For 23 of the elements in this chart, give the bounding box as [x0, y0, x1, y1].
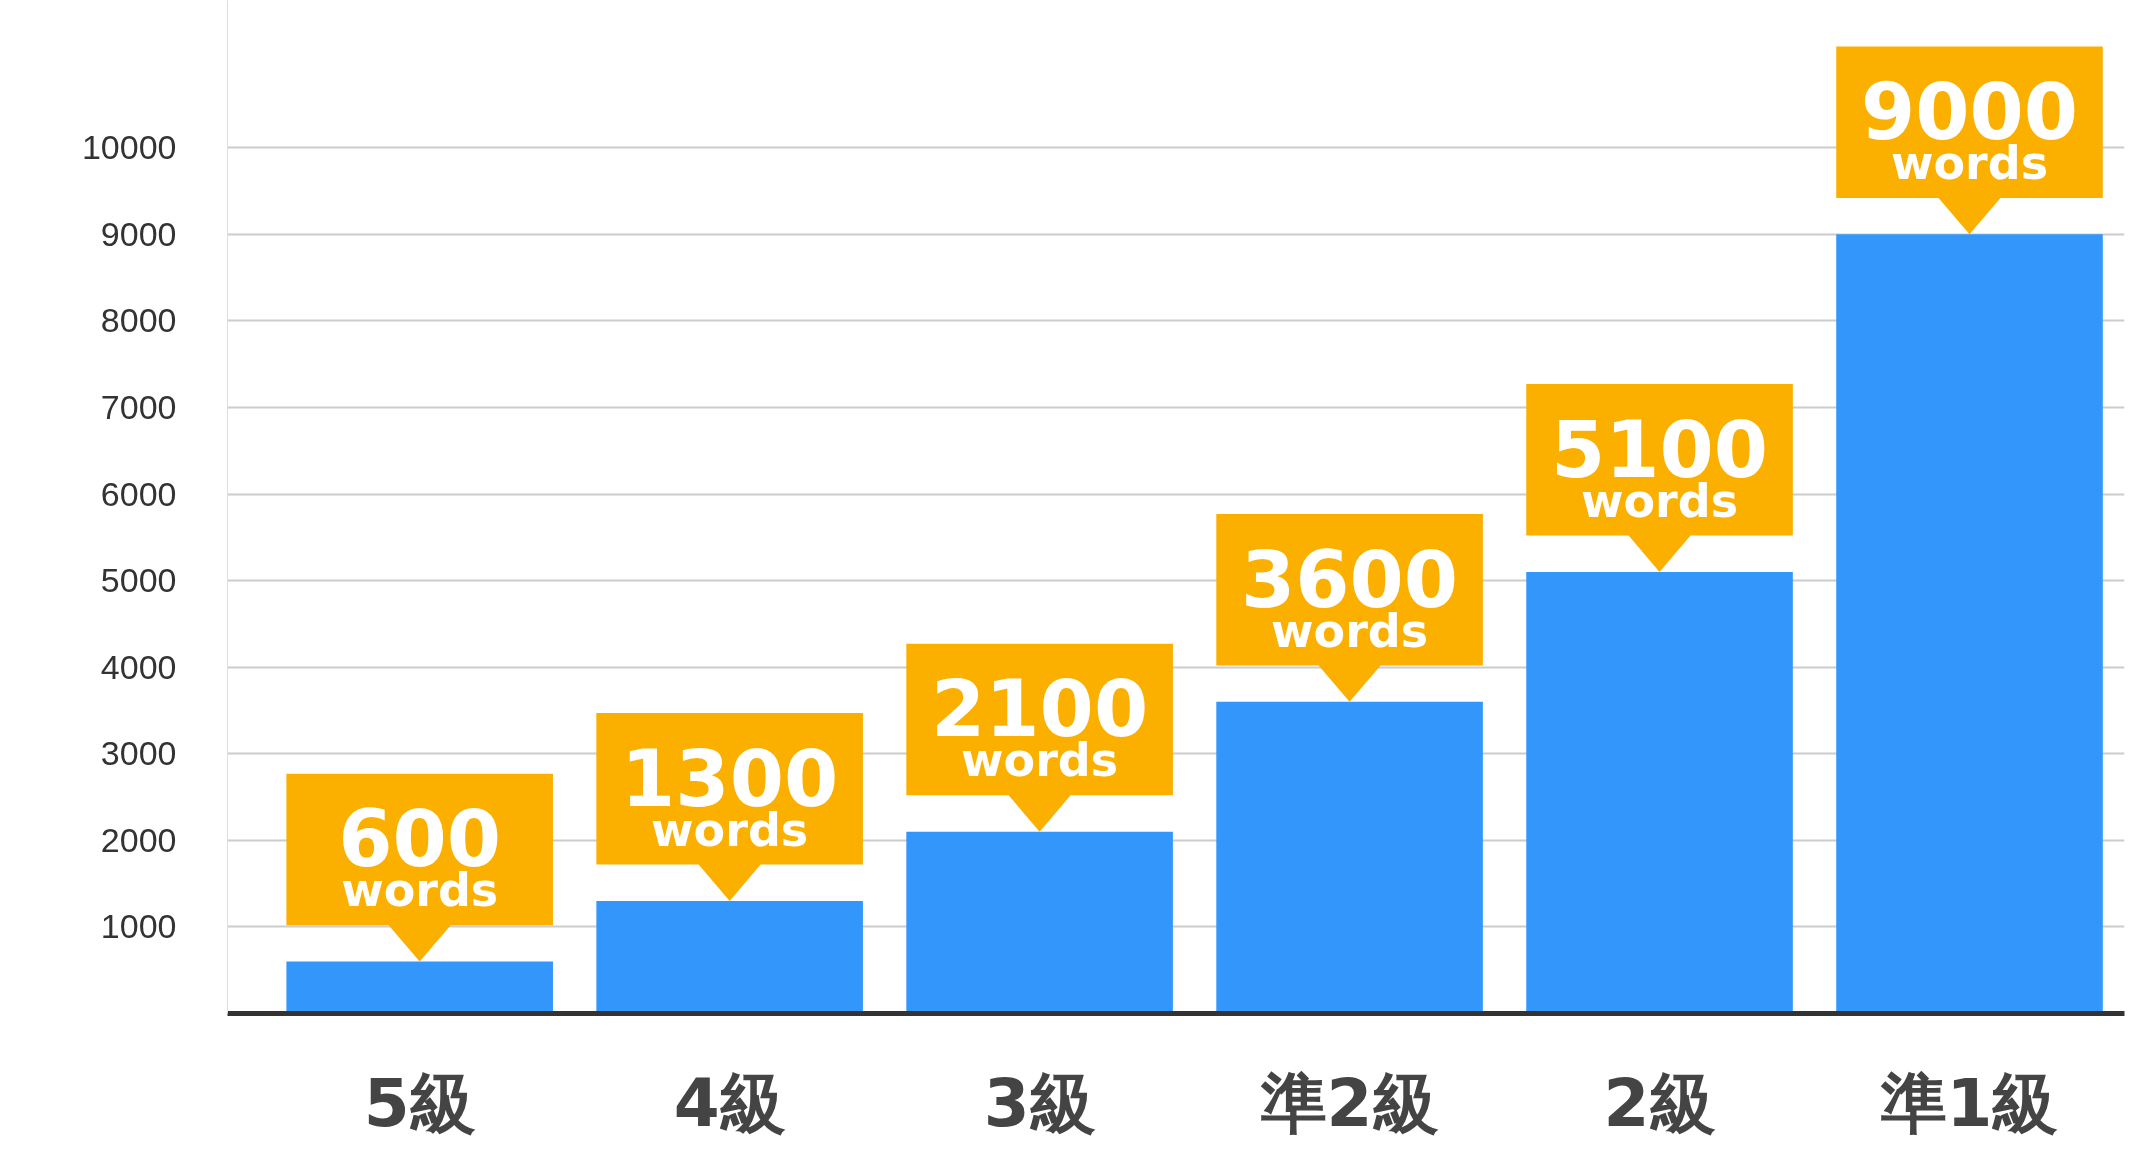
y-tick-label: 3000	[100, 734, 177, 773]
x-tick-label: 5級	[363, 1064, 476, 1142]
x-tick-label: 2級	[1603, 1064, 1716, 1142]
data-label: 1300 words	[621, 733, 839, 857]
y-tick-label: 4000	[100, 647, 177, 686]
data-label: 600 words	[338, 794, 502, 918]
y-tick-label: 6000	[100, 474, 177, 513]
y-tick-label: 8000	[100, 301, 177, 340]
data-label: 3600 words	[1241, 534, 1459, 658]
y-tick-label: 7000	[100, 387, 177, 426]
y-tick-label: 10000	[81, 128, 177, 167]
y-tick-label: 1000	[100, 907, 177, 946]
y-tick-label: 5000	[100, 561, 177, 600]
y-tick-label: 9000	[100, 214, 177, 253]
x-tick-label: 準1級	[1879, 1064, 2059, 1142]
data-label: 5100 words	[1551, 404, 1769, 528]
data-label: 2100 words	[931, 664, 1149, 788]
bar	[286, 961, 553, 1014]
x-tick-label: 3級	[983, 1064, 1096, 1142]
x-tick-label: 4級	[673, 1064, 786, 1142]
y-tick-label: 2000	[100, 820, 177, 859]
data-label: 9000 words	[1860, 67, 2079, 191]
x-tick-label: 準2級	[1259, 1064, 1439, 1142]
